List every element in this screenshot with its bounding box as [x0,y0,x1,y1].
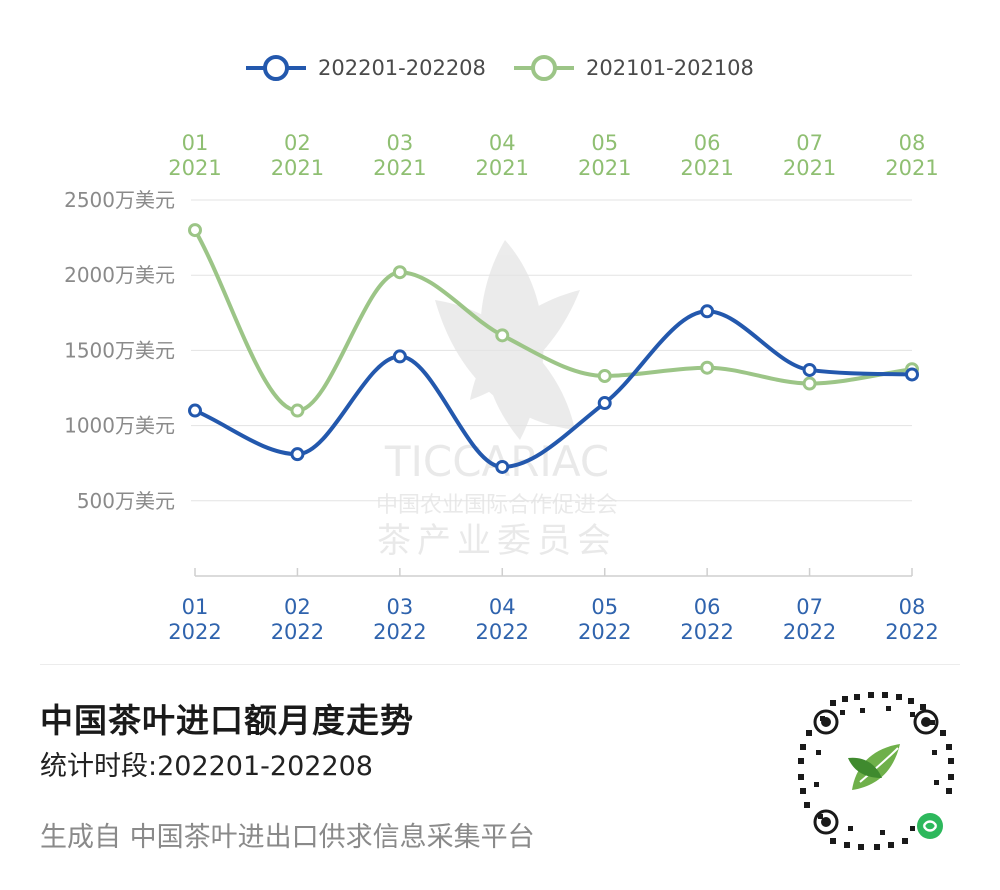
series-lines [193,228,914,469]
x-top-tick-month: 02 [284,131,311,155]
data-point-202101-202108[interactable] [188,223,202,238]
data-point-202201-202208[interactable] [802,362,817,377]
x-tick-year: 2022 [783,620,836,644]
x-top-tick-month: 03 [386,131,413,155]
legend-label-2021: 202101-202108 [586,56,754,80]
legend-item-2022: 202201-202208 [246,55,486,81]
x-tick-year: 2022 [271,620,324,644]
series-points [188,223,919,474]
watermark-committee: 茶产业委员会 [377,521,617,561]
x-top-tick-month: 04 [489,131,516,155]
x-tick-month: 07 [796,595,823,619]
y-tick-label: 2000万美元 [64,263,175,287]
x-top-tick-year: 2021 [783,156,836,180]
x-tick-year: 2022 [578,620,631,644]
divider [40,664,960,665]
x-tick-month: 04 [489,595,516,619]
y-tick-label: 500万美元 [77,489,175,513]
x-tick-year: 2022 [373,620,426,644]
x-top-tick-year: 2021 [168,156,221,180]
data-point-202201-202208[interactable] [290,447,305,462]
y-tick-label: 2500万美元 [64,188,175,212]
y-axis-ticks: 500万美元 1000万美元 1500万美元 2000万美元 2500万美元 [64,188,175,513]
x-tick-month: 08 [899,595,926,619]
gridlines [191,199,912,502]
series-line-202201-202208 [193,309,914,469]
data-point-202201-202208[interactable] [188,403,202,418]
watermark: TICCARIAC 中国农业国际合作促进会 茶产业委员会 [376,240,618,561]
x-top-tick-month: 08 [899,131,926,155]
x-top-tick-year: 2021 [476,156,529,180]
x-tick-month: 02 [284,595,311,619]
data-point-202101-202108[interactable] [802,376,817,391]
x-tick-year: 2022 [168,620,221,644]
x-top-tick-month: 07 [796,131,823,155]
x-top-tick-year: 2021 [373,156,426,180]
data-point-202201-202208[interactable] [495,459,510,474]
data-point-202201-202208[interactable] [905,367,919,382]
watermark-code: TICCARIAC [384,437,609,486]
x-tick-month: 05 [591,595,618,619]
x-tick-year: 2022 [680,620,733,644]
legend: 202201-202208 202101-202108 [246,55,754,81]
x-tick-year: 2022 [885,620,938,644]
data-point-202101-202108[interactable] [495,328,510,343]
x-axis [194,568,913,577]
x-top-tick-month: 01 [182,131,209,155]
legend-item-2021: 202101-202108 [514,55,754,81]
chart-title: 中国茶叶进口额月度走势 [40,701,414,740]
x-tick-month: 01 [182,595,209,619]
data-point-202101-202108[interactable] [700,360,715,375]
x-axis-top-ticks: 0120210220210320210420210520210620210720… [168,131,938,180]
x-top-tick-year: 2021 [885,156,938,180]
x-top-tick-month: 05 [591,131,618,155]
data-point-202101-202108[interactable] [597,368,612,383]
x-tick-month: 03 [386,595,413,619]
x-top-tick-month: 06 [694,131,721,155]
data-point-202101-202108[interactable] [392,265,407,280]
x-top-tick-year: 2021 [680,156,733,180]
x-tick-month: 06 [694,595,721,619]
data-point-202101-202108[interactable] [290,403,305,418]
x-tick-year: 2022 [476,620,529,644]
chart-period: 统计时段:202201-202208 [40,751,373,782]
watermark-org: 中国农业国际合作促进会 [376,493,618,518]
data-point-202201-202208[interactable] [597,396,612,411]
legend-label-2022: 202201-202208 [318,56,486,80]
y-tick-label: 1500万美元 [64,338,175,362]
legend-marker-2022 [263,55,289,81]
x-top-tick-year: 2021 [271,156,324,180]
data-point-202201-202208[interactable] [392,349,407,364]
x-top-tick-year: 2021 [578,156,631,180]
x-axis-bottom-ticks: 0120220220220320220420220520220620220720… [168,595,938,644]
chart-source: 生成自 中国茶叶进出口供求信息采集平台 [40,822,535,853]
y-tick-label: 1000万美元 [64,414,175,438]
legend-marker-2021 [531,55,557,81]
qr-code-icon[interactable] [790,686,962,858]
data-point-202201-202208[interactable] [700,304,715,319]
line-chart: TICCARIAC 中国农业国际合作促进会 茶产业委员会 202201-2022… [64,55,939,644]
